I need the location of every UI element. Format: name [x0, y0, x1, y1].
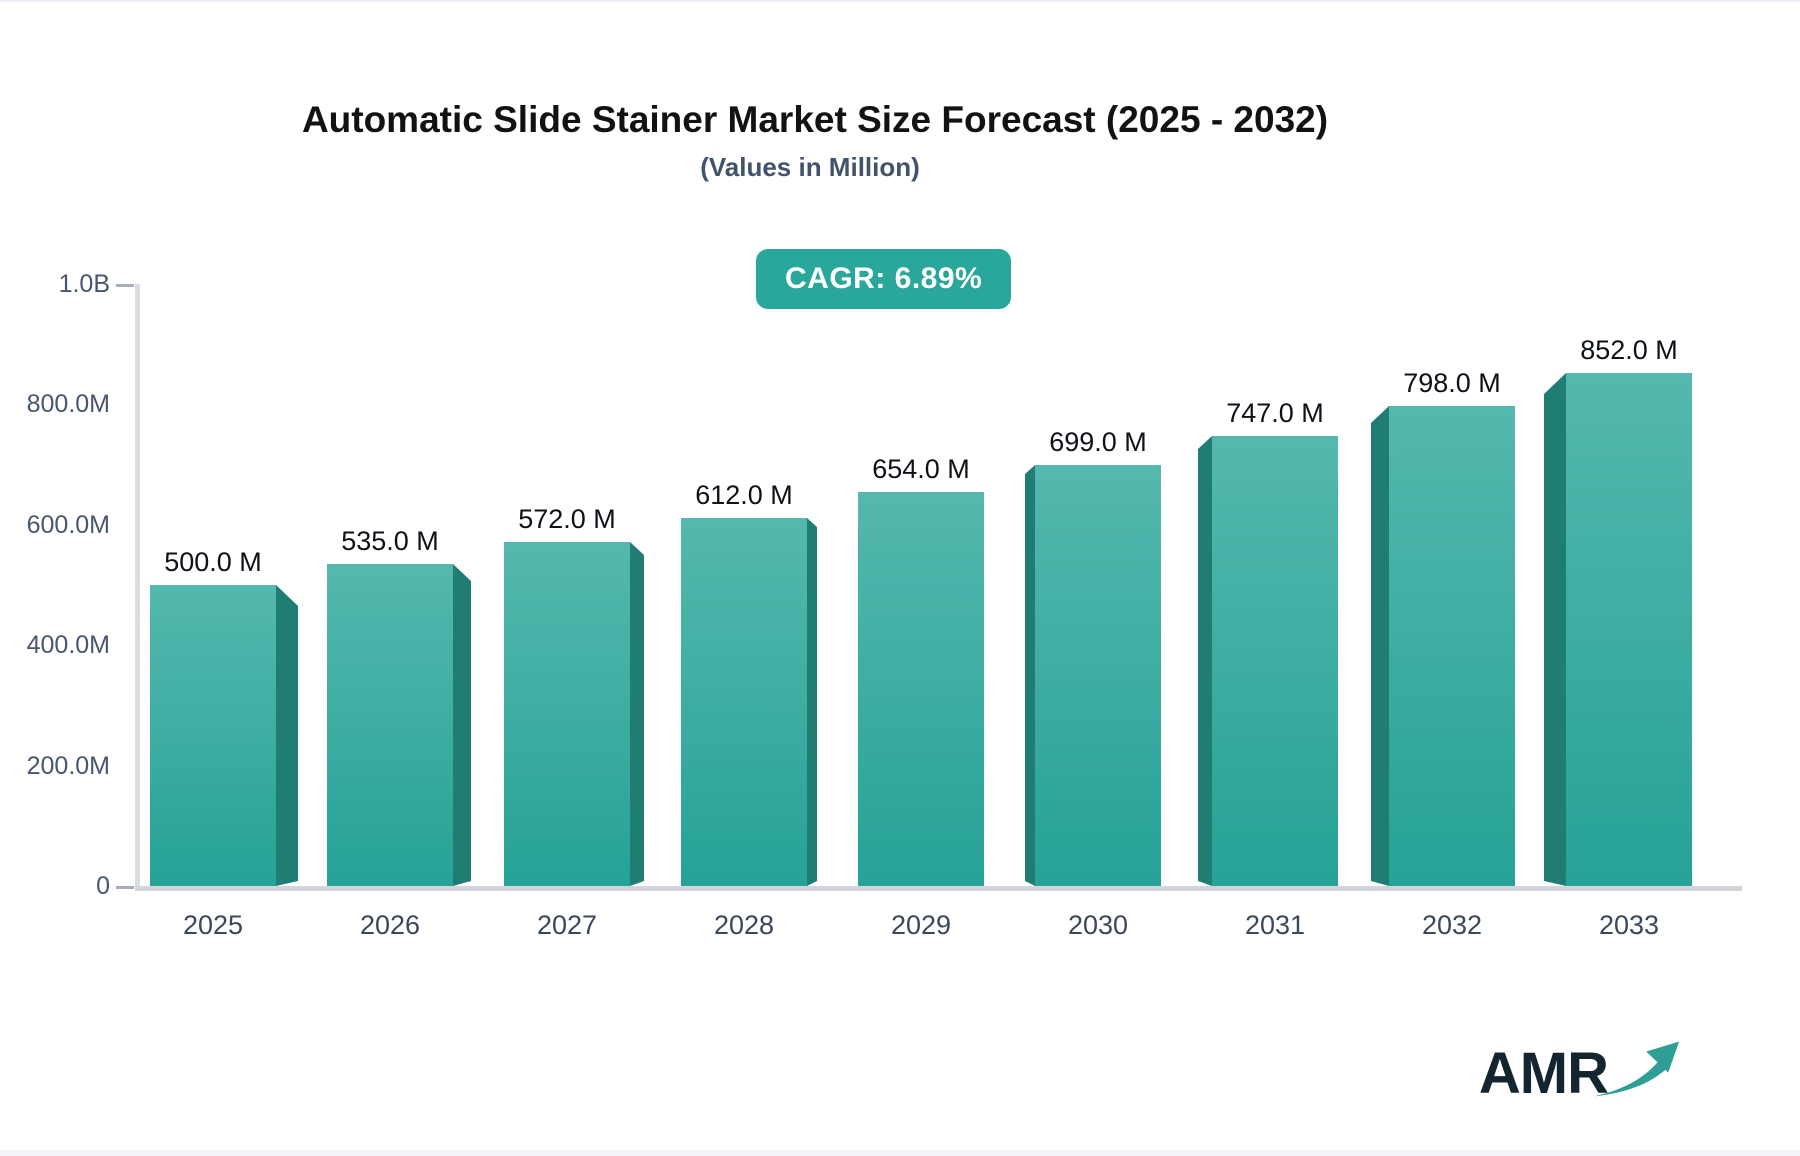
x-tick-label: 2032: [1421, 910, 1483, 940]
x-tick-label: 2031: [1244, 910, 1306, 940]
y-tick-label: 400.0M: [26, 631, 110, 660]
bar-2025: [150, 585, 276, 886]
y-tick-dash: [116, 886, 134, 889]
bar-2026: [327, 564, 453, 886]
bar-side-2032: [1371, 406, 1389, 886]
y-tick-label: 800.0M: [26, 390, 110, 419]
y-tick-label: 1.0B: [58, 270, 110, 298]
bar-side-2033: [1544, 373, 1566, 886]
x-tick-label: 2026: [359, 910, 421, 940]
bar-2031: [1212, 436, 1338, 886]
bar-2027: [504, 542, 630, 886]
bar-value-label: 535.0 M: [341, 526, 439, 556]
y-tick-label: 200.0M: [26, 751, 110, 780]
x-axis-baseline: [135, 886, 1742, 891]
page-bottom-strip: [0, 1150, 1800, 1156]
bar-side-2027: [630, 542, 644, 886]
cagr-badge: CAGR: 6.89%: [756, 249, 1012, 309]
bar-2032: [1389, 406, 1515, 886]
bar-side-2030: [1025, 465, 1035, 886]
bar-side-2028: [807, 518, 817, 886]
amr-logo: AMR: [1478, 1036, 1684, 1106]
y-tick-dash: [116, 284, 134, 287]
y-tick-label: 600.0M: [26, 510, 110, 539]
chart-title: Automatic Slide Stainer Market Size Fore…: [301, 99, 1329, 140]
bar-2030: [1035, 465, 1161, 886]
y-axis-line: [135, 284, 140, 891]
x-tick-label: 2025: [182, 910, 244, 940]
y-tick-label: 0: [96, 872, 110, 900]
bar-2029: [858, 492, 984, 886]
bar-value-label: 500.0 M: [164, 547, 262, 577]
bar-value-label: 572.0 M: [518, 504, 616, 534]
bar-side-2026: [453, 564, 471, 886]
bar-2028: [681, 518, 807, 886]
bar-2033: [1566, 373, 1692, 886]
bar-side-2031: [1198, 436, 1212, 886]
x-tick-label: 2033: [1598, 910, 1660, 940]
x-tick-label: 2030: [1067, 910, 1129, 940]
bar-value-label: 612.0 M: [695, 480, 793, 510]
amr-logo-text: AMR: [1478, 1041, 1609, 1106]
bar-value-label: 798.0 M: [1403, 368, 1501, 398]
growth-arrow-icon: [1594, 1041, 1680, 1097]
x-tick-label: 2028: [713, 910, 775, 940]
bar-value-label: 852.0 M: [1580, 335, 1678, 365]
bar-value-label: 654.0 M: [872, 454, 970, 484]
bar-value-label: 747.0 M: [1226, 398, 1324, 428]
bar-value-label: 699.0 M: [1049, 427, 1147, 457]
x-tick-label: 2027: [536, 910, 598, 940]
x-tick-label: 2029: [890, 910, 952, 940]
chart-subtitle: (Values in Million): [700, 152, 920, 182]
bar-side-2025: [276, 585, 298, 886]
